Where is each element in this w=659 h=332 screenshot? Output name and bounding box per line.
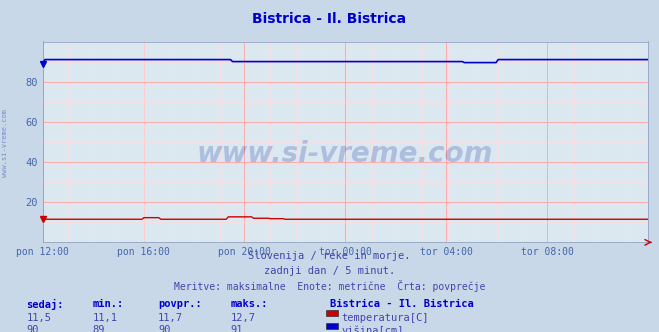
Text: maks.:: maks.: <box>231 299 268 309</box>
Text: Meritve: maksimalne  Enote: metrične  Črta: povprečje: Meritve: maksimalne Enote: metrične Črta… <box>174 280 485 291</box>
Text: www.si-vreme.com: www.si-vreme.com <box>197 140 494 168</box>
Text: 90: 90 <box>158 325 171 332</box>
Text: 90: 90 <box>26 325 39 332</box>
Text: višina[cm]: višina[cm] <box>341 325 404 332</box>
Text: 91: 91 <box>231 325 243 332</box>
Text: Slovenija / reke in morje.: Slovenija / reke in morje. <box>248 251 411 261</box>
Text: 11,7: 11,7 <box>158 313 183 323</box>
Text: 11,5: 11,5 <box>26 313 51 323</box>
Text: Bistrica - Il. Bistrica: Bistrica - Il. Bistrica <box>252 12 407 26</box>
Text: www.si-vreme.com: www.si-vreme.com <box>2 109 9 177</box>
Text: sedaj:: sedaj: <box>26 299 64 310</box>
Text: 89: 89 <box>92 325 105 332</box>
Text: min.:: min.: <box>92 299 123 309</box>
Text: povpr.:: povpr.: <box>158 299 202 309</box>
Text: Bistrica - Il. Bistrica: Bistrica - Il. Bistrica <box>330 299 473 309</box>
Text: zadnji dan / 5 minut.: zadnji dan / 5 minut. <box>264 266 395 276</box>
Text: 11,1: 11,1 <box>92 313 117 323</box>
Text: temperatura[C]: temperatura[C] <box>341 313 429 323</box>
Text: 12,7: 12,7 <box>231 313 256 323</box>
